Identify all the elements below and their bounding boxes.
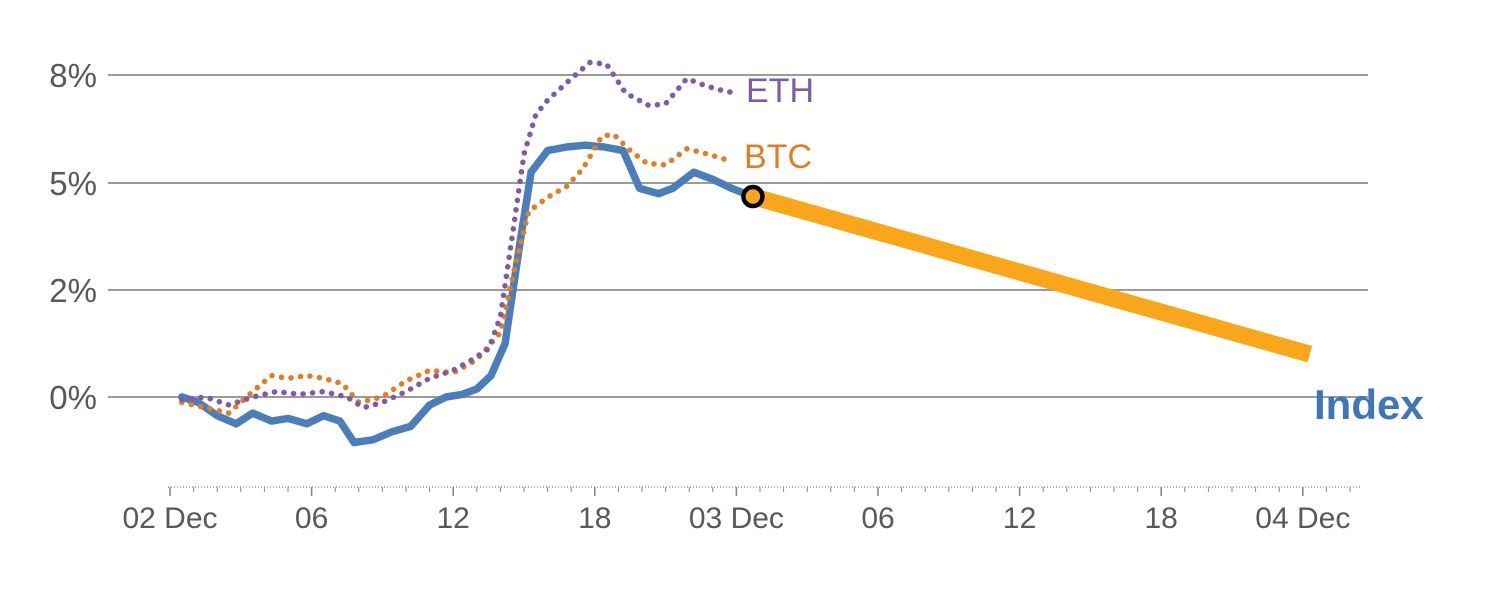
x-axis-label: 12: [437, 502, 470, 535]
series-line-eth: [179, 59, 740, 411]
x-axis-label: 06: [295, 502, 328, 535]
x-axis-label: 18: [578, 502, 611, 535]
series-line-index: [178, 141, 757, 447]
x-axis-label: 02 Dec: [122, 502, 217, 535]
x-axis-label: 03 Dec: [689, 502, 784, 535]
y-axis-label: 0%: [49, 379, 97, 416]
series-label-eth: ETH: [746, 72, 814, 110]
y-axis-label: 5%: [49, 165, 97, 202]
x-axis-label: 12: [1003, 502, 1036, 535]
y-axis-label: 2%: [49, 272, 97, 309]
series-label-index: Index: [1314, 381, 1424, 428]
series-label-btc: BTC: [744, 138, 812, 176]
x-axis-label: 18: [1145, 502, 1178, 535]
x-axis-label: 06: [861, 502, 894, 535]
y-axis-label: 8%: [49, 57, 97, 94]
series-line-btc: [179, 131, 735, 416]
index-projection-band: [750, 188, 1313, 363]
current-point-marker: [741, 184, 765, 209]
x-axis-label: 04 Dec: [1255, 502, 1350, 535]
